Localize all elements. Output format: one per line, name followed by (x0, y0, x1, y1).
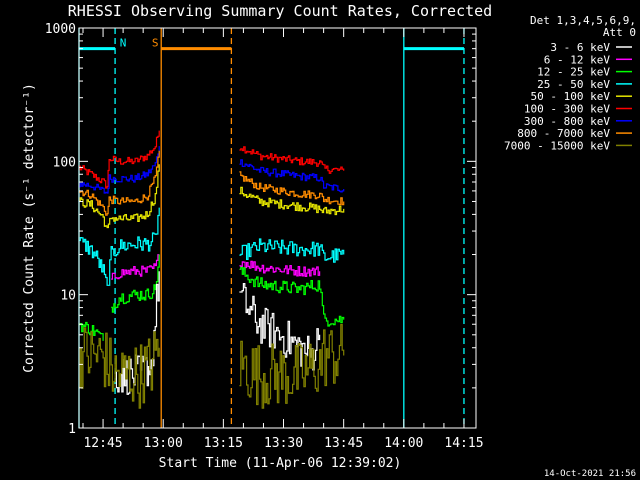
y-tick-label: 100 (53, 155, 76, 170)
x-tick-label: 13:45 (324, 436, 363, 451)
x-tick-label: 13:00 (144, 436, 183, 451)
legend-entry-label: 300 - 800 keV (524, 115, 610, 128)
flag-label: S (152, 37, 159, 50)
series-segment (239, 283, 321, 371)
legend-entry-label: 7000 - 15000 keV (504, 139, 610, 152)
footer-timestamp: 14-Oct-2021 21:56 (544, 469, 636, 479)
x-tick-label: 14:15 (444, 436, 483, 451)
series-segment (239, 238, 345, 263)
y-axis-label: Corrected Count Rate (s⁻¹ detector⁻¹) (22, 83, 37, 373)
plot-border (78, 27, 477, 429)
series-segment (239, 324, 345, 409)
x-tick-label: 13:30 (264, 436, 303, 451)
series-segment (239, 266, 345, 327)
legend-header: Att 0 (603, 26, 636, 39)
legend-entry-label: 800 - 7000 keV (517, 127, 610, 140)
series-segment (111, 254, 160, 313)
y-tick-label: 1 (68, 422, 76, 437)
chart-title: RHESSI Observing Summary Count Rates, Co… (68, 2, 492, 20)
series-segment (239, 159, 345, 193)
series-line (79, 146, 345, 194)
plot-frame: 1 10 100 1000 12:45 13:00 13:15 13:30 13:45 14:00… (45, 22, 484, 451)
legend-entry-label: 100 - 300 keV (524, 103, 610, 116)
y-tick-label: 1000 (45, 22, 76, 37)
legend-entry-label: 50 - 100 keV (531, 90, 611, 103)
series-segment (111, 254, 160, 280)
legend-entry-label: 6 - 12 keV (544, 53, 611, 66)
series-segment (79, 146, 160, 194)
x-tick-label: 14:00 (384, 436, 423, 451)
series-line (79, 324, 345, 409)
series-segment (239, 171, 345, 206)
series-line (79, 207, 345, 286)
flag-label: N (120, 37, 127, 50)
series-segment (79, 150, 160, 216)
legend-entry-label: 12 - 25 keV (537, 66, 610, 79)
series-line (79, 164, 345, 229)
series-segment (79, 164, 160, 229)
x-tick-label: 13:15 (204, 436, 243, 451)
series-segment (239, 186, 345, 216)
x-tick-label: 12:45 (83, 436, 122, 451)
series-segment (239, 260, 321, 277)
legend-entry-label: 25 - 50 keV (537, 78, 610, 91)
series-segment (79, 207, 160, 286)
series-line (111, 254, 321, 280)
legend-entry-label: 3 - 6 keV (550, 41, 610, 54)
series-segment (79, 130, 160, 189)
series-segment (239, 146, 345, 174)
series-segment (79, 327, 160, 409)
series-line (79, 150, 345, 216)
x-axis-label: Start Time (11-Apr-06 12:39:02) (159, 456, 402, 471)
series-line (79, 130, 345, 189)
y-tick-label: 10 (60, 289, 76, 304)
legend-header: Det 1,3,4,5,6,9, (530, 14, 636, 27)
